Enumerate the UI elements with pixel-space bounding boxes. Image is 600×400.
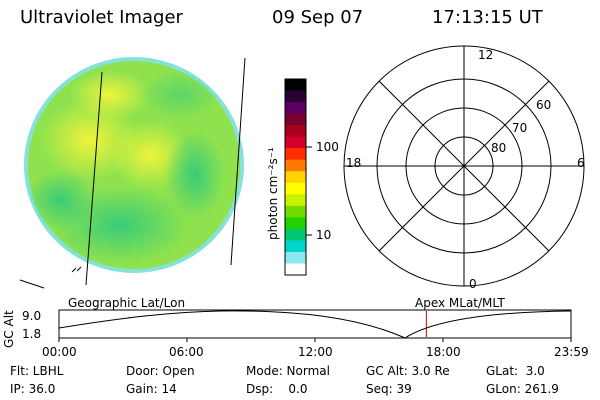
colorbar-cell: [285, 182, 306, 195]
colorbar-cell: [285, 194, 306, 207]
xtick-0600: 06:00: [169, 345, 204, 359]
polar-plot: [343, 45, 585, 287]
colorbar-cell: [285, 136, 306, 149]
xtick-1800: 18:00: [426, 345, 461, 359]
status-filter: Flt: LBHL: [10, 364, 64, 378]
status-glat: GLat: 3.0: [486, 364, 545, 378]
status-glon: GLon: 261.9: [486, 382, 559, 396]
xtick-1200: 12:00: [298, 345, 333, 359]
colorbar-cell: [285, 113, 306, 126]
mlt-label-18: 18: [346, 156, 362, 170]
mlt-label-0: 0: [469, 277, 477, 291]
terminator-line-left: [85, 71, 103, 286]
status-mode: Mode: Normal: [246, 364, 330, 378]
xtick-2359: 23:59: [554, 345, 589, 359]
date-label: 09 Sep 07: [272, 7, 364, 28]
altitude-ytick-bottom: 1.8: [22, 327, 42, 341]
mlt-label-6: 6: [577, 156, 585, 170]
colorbar-cell: [285, 102, 306, 115]
lat-label-80: 80: [491, 141, 507, 155]
time-label: 17:13:15 UT: [432, 7, 543, 28]
colorbar-cell: [285, 90, 306, 103]
status-gc-alt: GC Alt: 3.0 Re: [366, 364, 450, 378]
earth-uv-image: [19, 57, 246, 289]
status-door: Door: Open: [126, 364, 195, 378]
colorbar-tick-10: 10: [316, 228, 332, 242]
altitude-left-title: Geographic Lat/Lon: [68, 296, 186, 310]
colorbar-cell: [285, 125, 306, 138]
status-gain: Gain: 14: [126, 382, 177, 396]
colorbar-cell: [285, 148, 306, 161]
colorbar-unit-label: photon cm⁻²s⁻¹: [266, 147, 280, 240]
status-dsp: Dsp: 0.0: [246, 382, 308, 396]
status-seq: Seq: 39: [366, 382, 412, 396]
altitude-ytick-top: 9.0: [22, 309, 42, 323]
terminator-line-right: [230, 57, 246, 266]
colorbar-cell: [285, 171, 306, 184]
instrument-title: Ultraviolet Imager: [20, 7, 183, 28]
colorbar-cell: [285, 263, 306, 276]
colorbar-cell: [285, 240, 306, 253]
colorbar-cell: [285, 217, 306, 230]
colorbar-cell: [285, 159, 306, 172]
colorbar-cell: [285, 228, 306, 241]
colorbar: [284, 78, 312, 276]
lat-label-60: 60: [536, 98, 552, 112]
xtick-0000: 00:00: [42, 345, 77, 359]
colorbar-tick-100: 100: [316, 140, 339, 154]
status-ip: IP: 36.0: [10, 382, 56, 396]
altitude-ylabel: GC Alt: [2, 310, 16, 348]
colorbar-cell: [285, 251, 306, 264]
altitude-panel: [58, 309, 572, 342]
lat-label-70: 70: [512, 121, 528, 135]
mlt-label-12: 12: [478, 48, 494, 62]
colorbar-cell: [285, 205, 306, 218]
edge-mark: [19, 279, 45, 289]
altitude-right-title: Apex MLat/MLT: [415, 296, 505, 310]
colorbar-cell: [285, 79, 306, 92]
